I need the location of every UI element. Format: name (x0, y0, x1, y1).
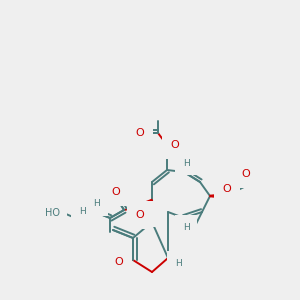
Text: H: H (144, 211, 150, 220)
Text: H: H (183, 158, 189, 167)
Text: H: H (79, 208, 86, 217)
Text: O: O (115, 257, 123, 267)
Text: O: O (242, 169, 250, 179)
Polygon shape (210, 194, 224, 198)
Text: O: O (136, 128, 144, 138)
Text: O: O (112, 187, 120, 197)
Text: O: O (223, 184, 231, 194)
Text: HO: HO (44, 208, 59, 218)
Text: H: H (94, 200, 100, 208)
Text: O: O (136, 210, 144, 220)
Text: H: H (175, 259, 182, 268)
Polygon shape (137, 200, 152, 209)
Text: O: O (171, 140, 179, 150)
Text: H: H (183, 223, 189, 232)
